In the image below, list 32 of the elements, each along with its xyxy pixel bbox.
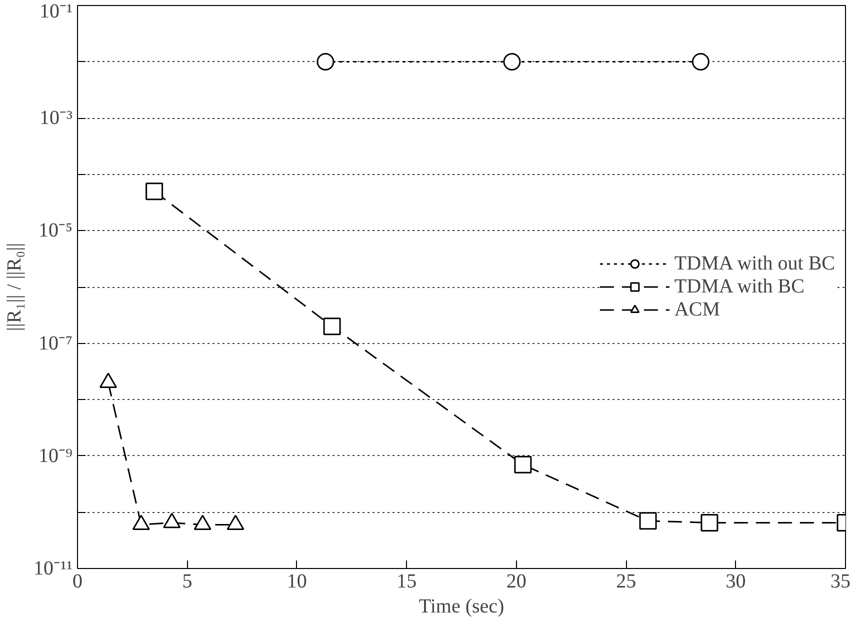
point <box>323 318 341 336</box>
point <box>316 53 334 71</box>
y-tick-label: 10⁻⁷ <box>38 332 73 354</box>
point <box>692 53 710 71</box>
x-tick-label: 10 <box>286 570 307 592</box>
point <box>639 512 657 530</box>
x-tick-label: 25 <box>616 570 636 592</box>
legend-label: TDMA with BC <box>674 275 804 298</box>
x-tick-label: 35 <box>830 570 850 592</box>
y-axis-title: ||R₁|| / ||R₀|| <box>4 242 26 332</box>
point <box>514 456 532 474</box>
y-tick-label: 10⁻³ <box>40 107 73 130</box>
y-tick-label: 10⁻¹ <box>40 0 73 22</box>
y-tick-label: 10⁻¹¹ <box>34 558 73 580</box>
x-tick-label: 5 <box>182 570 192 592</box>
legend-label: ACM <box>674 298 720 321</box>
x-tick-label: 0 <box>72 570 82 592</box>
point <box>99 372 117 388</box>
x-tick-label: 30 <box>726 570 746 592</box>
point <box>132 514 150 530</box>
y-tick-label: 10⁻⁹ <box>38 444 73 467</box>
point <box>700 514 718 532</box>
point <box>194 514 212 530</box>
y-tick-label: 10⁻⁵ <box>38 220 73 242</box>
point <box>503 53 521 71</box>
x-tick-label: 20 <box>506 570 526 592</box>
point <box>163 512 181 528</box>
x-axis-title: Time (sec) <box>418 596 504 618</box>
point <box>226 514 244 530</box>
x-tick-label: 15 <box>396 570 417 592</box>
point <box>146 182 164 200</box>
legend-label: TDMA with out BC <box>674 252 835 275</box>
